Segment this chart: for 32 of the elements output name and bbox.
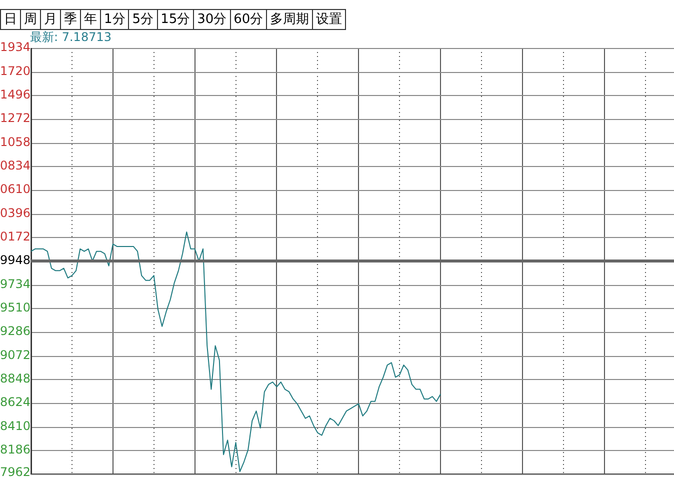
- text: 8410: [0, 418, 31, 433]
- text: 1分: [100, 9, 130, 30]
- text: 0396: [0, 206, 31, 220]
- text: 周: [20, 9, 41, 30]
- text: 1058: [0, 134, 31, 149]
- text: 9286: [0, 324, 31, 338]
- text: 0834: [0, 158, 31, 172]
- text: 最新: 7.18713: [30, 29, 112, 46]
- text: 9072: [0, 348, 31, 362]
- text: 1272: [0, 111, 31, 126]
- text: 8624: [0, 395, 31, 410]
- text: 季: [60, 9, 81, 30]
- text: 1496: [0, 87, 31, 102]
- text: 日: [0, 9, 21, 30]
- text: 1720: [0, 64, 31, 78]
- text: 年: [80, 9, 101, 30]
- text: 多周期: [266, 9, 314, 30]
- text: 9510: [0, 300, 31, 314]
- text: 0172: [0, 229, 31, 244]
- text: 0610: [0, 182, 31, 196]
- text: 30分: [193, 9, 231, 30]
- text: 设置: [312, 9, 346, 30]
- text: 9734: [0, 276, 31, 291]
- text: 8848: [0, 371, 31, 386]
- text: 月: [40, 9, 61, 30]
- text: 7962: [0, 465, 31, 480]
- text: 60分: [230, 9, 268, 30]
- text: 9948: [0, 253, 31, 268]
- text: 15分: [156, 9, 194, 30]
- text: 1934: [0, 40, 31, 54]
- text: 5分: [128, 9, 158, 30]
- text: 8186: [0, 442, 31, 456]
